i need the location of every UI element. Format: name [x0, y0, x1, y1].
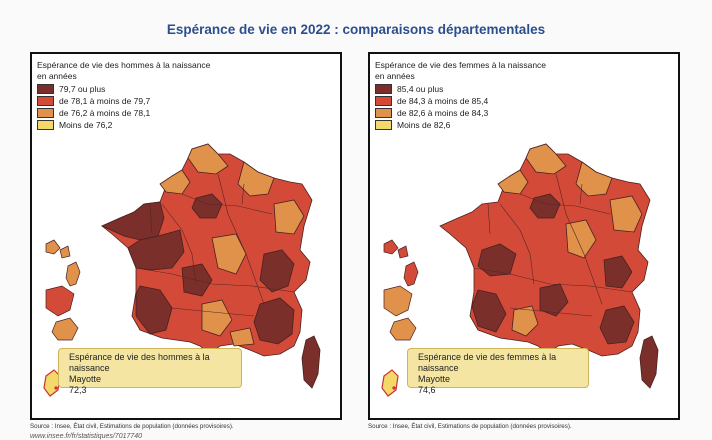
legend-label: de 76,2 à moins de 78,1: [59, 107, 151, 118]
legend-label: de 82,6 à moins de 84,3: [397, 107, 489, 118]
legend-item: Moins de 76,2: [37, 119, 210, 131]
legend-unit: en années: [375, 71, 415, 81]
region-southcentral-orange: [201, 299, 233, 337]
legend-item: de 78,1 à moins de 79,7: [37, 95, 210, 107]
tooltip-value: 72,3: [69, 385, 87, 395]
choropleth-map-men: [43, 143, 321, 397]
source-note-men: Source : Insee, État civil, Estimations …: [30, 423, 234, 430]
legend-swatch: [375, 96, 392, 106]
region-centre-dark: [539, 283, 569, 317]
region-west: [127, 229, 185, 271]
legend-item: de 76,2 à moins de 78,1: [37, 107, 210, 119]
corsica: [301, 335, 321, 389]
tooltip-title: Espérance de vie des hommes à la naissan…: [69, 352, 210, 373]
region-southwest: [135, 285, 173, 335]
region-northeast: [575, 161, 613, 197]
legend-label: 79,7 ou plus: [59, 83, 106, 94]
legend-item: 85,4 ou plus: [375, 83, 546, 95]
department-borders: [135, 173, 295, 317]
legend-swatch: [37, 96, 54, 106]
source-note-women: Source : Insee, État civil, Estimations …: [368, 423, 572, 430]
overseas-mayotte: [381, 369, 399, 397]
region-paris: [529, 193, 561, 219]
region-southwest: [471, 289, 507, 333]
map-panel-women: Espérance de vie des femmes à la naissan…: [368, 52, 680, 420]
overseas-guadeloupe: [383, 239, 409, 259]
mayotte-marker: [54, 386, 58, 390]
legend-label: de 84,3 à moins de 85,4: [397, 95, 489, 106]
legend-label: de 78,1 à moins de 79,7: [59, 95, 151, 106]
overseas-reunion: [389, 317, 417, 341]
map-panel-men: Espérance de vie des hommes à la naissan…: [30, 52, 342, 420]
legend-label: 85,4 ou plus: [397, 83, 444, 94]
page-title: Espérance de vie en 2022 : comparaisons …: [166, 22, 546, 37]
legend-label: Moins de 76,2: [59, 119, 113, 130]
legend-title: Espérance de vie des femmes à la naissan…: [375, 60, 547, 70]
overseas-guyane: [383, 285, 413, 317]
region-normandy: [497, 169, 529, 195]
region-east: [273, 199, 305, 235]
legend-title: Espérance de vie des hommes à la naissan…: [37, 60, 211, 70]
department-borders: [473, 173, 633, 317]
choropleth-map-women: [381, 143, 659, 397]
region-alps: [603, 255, 633, 289]
legend-item: 79,7 ou plus: [37, 83, 210, 95]
region-alps: [259, 249, 295, 293]
legend-swatch: [375, 120, 392, 130]
mayotte-tooltip-men: Espérance de vie des hommes à la naissan…: [58, 348, 242, 395]
source-url[interactable]: www.insee.fr/fr/statistiques/7017740: [30, 433, 143, 440]
tooltip-place: Mayotte: [418, 374, 451, 384]
mayotte-marker: [392, 386, 396, 390]
overseas-reunion: [51, 317, 79, 341]
region-normandy: [159, 169, 191, 195]
legend-label: Moins de 82,6: [397, 119, 451, 130]
region-centre-orange: [211, 233, 247, 275]
overseas-guadeloupe: [45, 239, 71, 259]
legend-swatch: [37, 108, 54, 118]
legend-item: de 84,3 à moins de 85,4: [375, 95, 546, 107]
legend-men: Espérance de vie des hommes à la naissan…: [37, 60, 210, 131]
mayotte-tooltip-women: Espérance de vie des femmes à la naissan…: [407, 348, 589, 395]
legend-swatch: [37, 84, 54, 94]
region-southcentral-orange: [511, 305, 539, 337]
tooltip-value: 74,6: [418, 385, 436, 395]
legend-swatch: [37, 120, 54, 130]
legend-swatch: [375, 108, 392, 118]
region-paris: [191, 193, 223, 219]
legend-item: Moins de 82,6: [375, 119, 546, 131]
region-brittany: [101, 201, 165, 241]
region-north: [187, 143, 229, 175]
tooltip-place: Mayotte: [69, 374, 102, 384]
corsica: [639, 335, 659, 389]
region-southeast: [253, 297, 295, 345]
region-northeast: [237, 161, 275, 197]
legend-swatch: [375, 84, 392, 94]
overseas-guyane: [45, 285, 75, 317]
region-north: [525, 143, 567, 175]
region-mediterranean: [229, 327, 255, 347]
legend-women: Espérance de vie des femmes à la naissan…: [375, 60, 546, 131]
legend-item: de 82,6 à moins de 84,3: [375, 107, 546, 119]
legend-unit: en années: [37, 71, 77, 81]
overseas-martinique: [65, 261, 81, 287]
region-centre-orange: [565, 219, 597, 259]
overseas-martinique: [403, 261, 419, 287]
tooltip-title: Espérance de vie des femmes à la naissan…: [418, 352, 557, 373]
region-southeast: [599, 305, 635, 345]
region-east: [609, 195, 643, 233]
